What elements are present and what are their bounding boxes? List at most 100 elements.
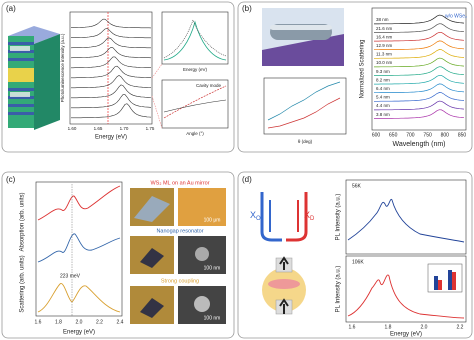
pl-curve bbox=[71, 56, 151, 69]
pl-curve bbox=[71, 65, 151, 79]
x-tick-label: 2.0 bbox=[421, 324, 428, 330]
layer-stack bbox=[8, 26, 60, 130]
plot-frame bbox=[371, 7, 467, 131]
x-tick-label: 1.8 bbox=[55, 319, 62, 325]
inset-frame bbox=[161, 11, 229, 65]
y-axis-label: PL Intensity (a.u.) bbox=[336, 194, 342, 241]
exciton-diagram bbox=[260, 192, 308, 315]
trace-label: 4.4 nm bbox=[376, 103, 390, 108]
trace-label: 12.9 nm bbox=[376, 43, 393, 48]
exciton-label: XD bbox=[304, 210, 315, 221]
pl-curves bbox=[70, 18, 152, 119]
x-axis-label: Energy (eV) bbox=[390, 332, 422, 338]
trace-label: 11.3 nm bbox=[376, 52, 392, 57]
scattering-curve bbox=[374, 74, 465, 85]
x-axis-label: Wavelength (nm) bbox=[392, 141, 445, 148]
splitting-label: 223 meV bbox=[60, 273, 81, 279]
scattering-curve bbox=[374, 40, 465, 51]
x-tick-label: 1.6 bbox=[35, 319, 42, 325]
x-axis-label: Energy (eV) bbox=[95, 135, 127, 141]
pl-curve bbox=[347, 198, 465, 243]
inset-bars bbox=[427, 263, 463, 293]
panel-label: (b) bbox=[242, 4, 252, 13]
scattering-curve bbox=[374, 83, 465, 94]
inset-frame bbox=[161, 79, 229, 129]
scattering-curve bbox=[374, 14, 465, 25]
x-tick-label: 2.4 bbox=[117, 319, 124, 325]
plot-frame bbox=[263, 77, 347, 135]
x-tick-label: 1.70 bbox=[120, 126, 129, 131]
y-axis-label: Scattering (arb. units) bbox=[20, 255, 26, 312]
scattering-curve bbox=[374, 57, 465, 68]
panel-frame bbox=[237, 171, 473, 339]
trace-label: 9.3 nm bbox=[376, 69, 390, 74]
trace-label: 38 nm bbox=[376, 17, 389, 22]
caption: WS₂ ML on an Au mirror bbox=[150, 180, 209, 186]
scale-bar: 100 nm bbox=[204, 265, 221, 271]
branch bbox=[267, 97, 341, 129]
x-tick-label: 1.6 bbox=[349, 324, 356, 330]
panel-frame bbox=[1, 171, 235, 339]
x-tick-label: 1.65 bbox=[94, 126, 103, 131]
pl-curve bbox=[347, 274, 465, 319]
plot-frame bbox=[345, 179, 467, 255]
dispersion bbox=[163, 85, 227, 119]
x-tick-label: 750 bbox=[423, 132, 432, 138]
pl-curve bbox=[70, 37, 151, 49]
inset-title: Cavity mode bbox=[196, 83, 222, 88]
panel-label: (d) bbox=[242, 175, 252, 184]
temperature-label: 106K bbox=[352, 259, 364, 265]
y-axis-label: Normalized Scattering bbox=[360, 39, 366, 98]
exciton-label: XO bbox=[250, 210, 261, 221]
temperature-label: 56K bbox=[352, 183, 362, 189]
scattering-curve bbox=[374, 100, 465, 111]
y-axis-label: PL Intensity (a.u.) bbox=[336, 266, 342, 313]
absorption-curve bbox=[37, 185, 121, 221]
x-tick-label: 2.2 bbox=[457, 324, 464, 330]
pl-curve bbox=[71, 28, 151, 39]
x-tick-label: 850 bbox=[458, 132, 467, 138]
pl-curve bbox=[71, 18, 152, 29]
x-tick-label: 2.2 bbox=[96, 319, 103, 325]
x-tick-label: 1.8 bbox=[385, 324, 392, 330]
pl-curve bbox=[71, 75, 152, 89]
scattering-curve bbox=[374, 66, 465, 76]
peak-label: w/o WSe₂ bbox=[445, 13, 467, 19]
scattering-curve bbox=[374, 31, 465, 42]
connector bbox=[151, 63, 163, 79]
scattering-curve bbox=[374, 109, 465, 119]
scattering-curve bbox=[374, 23, 465, 33]
branch bbox=[267, 81, 341, 121]
scale-bar: 100 μm bbox=[204, 217, 221, 223]
x-axis-label: Energy (eV) bbox=[183, 67, 208, 72]
trace-label: 8.2 nm bbox=[376, 77, 390, 82]
dispersion bbox=[163, 99, 227, 113]
caption: Strong coupling bbox=[161, 278, 199, 284]
plot-frame bbox=[69, 11, 153, 125]
x-axis-label: Energy (eV) bbox=[63, 330, 95, 336]
trace-label: 6.4 nm bbox=[376, 86, 390, 91]
trace-label: 5.4 nm bbox=[376, 95, 390, 100]
scattering-curve bbox=[374, 49, 465, 59]
trace-label: 16.4 nm bbox=[376, 34, 393, 39]
x-axis-label: Angle (°) bbox=[186, 131, 204, 136]
trace-label: 10.0 nm bbox=[376, 60, 393, 65]
pl-curve bbox=[71, 84, 152, 99]
panel-label: (a) bbox=[6, 4, 16, 13]
y-axis-label: Absorption (arb. units) bbox=[20, 192, 26, 251]
y-axis-label: Photoluminescence intensity (a.u.) bbox=[60, 33, 65, 102]
plot-frame bbox=[345, 255, 467, 323]
panel-label: (c) bbox=[6, 175, 16, 184]
x-tick-label: 700 bbox=[406, 132, 415, 138]
x-tick-label: 600 bbox=[372, 132, 381, 138]
sample-images bbox=[130, 188, 226, 324]
caption: Nanogap resonator bbox=[156, 228, 203, 234]
trace-label: 3.8 nm bbox=[376, 112, 390, 117]
absorption-curve bbox=[37, 233, 121, 263]
pl-curve bbox=[71, 103, 152, 119]
scale-bar: 100 nm bbox=[204, 315, 221, 321]
x-tick-label: 1.60 bbox=[68, 126, 77, 131]
x-tick-label: 800 bbox=[441, 132, 450, 138]
scattering-curve bbox=[374, 92, 465, 102]
scattering-curves: 38 nm 21.6 nm 16.4 nm 12.9 nm 11.3 nm 10.0 nm… bbox=[374, 14, 465, 119]
